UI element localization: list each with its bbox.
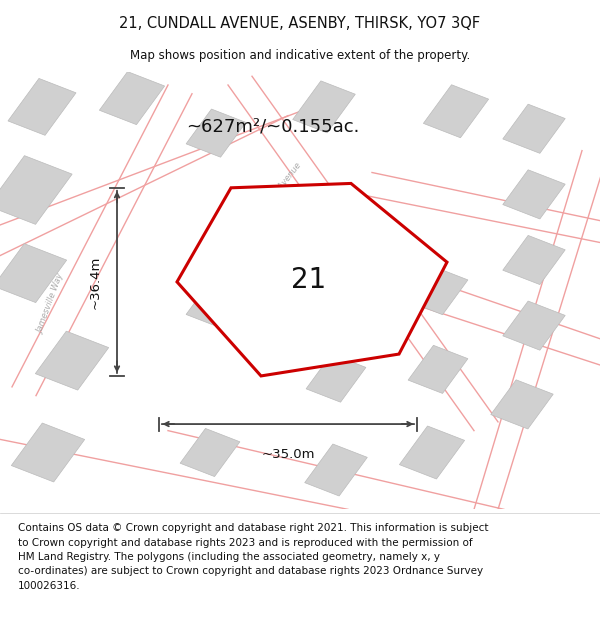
Polygon shape: [186, 109, 246, 157]
Text: Cundall Avenue: Cundall Avenue: [339, 217, 375, 281]
Polygon shape: [491, 380, 553, 429]
Polygon shape: [400, 426, 464, 479]
Text: Contains OS data © Crown copyright and database right 2021. This information is : Contains OS data © Crown copyright and d…: [18, 523, 488, 591]
Polygon shape: [503, 301, 565, 350]
Text: Cundall Avenue: Cundall Avenue: [255, 161, 303, 219]
Polygon shape: [186, 280, 246, 328]
Polygon shape: [35, 331, 109, 390]
Polygon shape: [100, 72, 164, 124]
Text: Map shows position and indicative extent of the property.: Map shows position and indicative extent…: [130, 49, 470, 62]
Polygon shape: [0, 244, 67, 302]
Text: ~35.0m: ~35.0m: [261, 448, 315, 461]
Polygon shape: [424, 85, 488, 138]
Polygon shape: [177, 184, 447, 376]
Polygon shape: [503, 170, 565, 219]
Polygon shape: [305, 444, 367, 496]
Polygon shape: [11, 423, 85, 482]
Polygon shape: [503, 104, 565, 153]
Text: Jamesville Way: Jamesville Way: [36, 272, 66, 335]
Polygon shape: [408, 346, 468, 393]
Text: ~627m²/~0.155ac.: ~627m²/~0.155ac.: [187, 118, 359, 136]
Polygon shape: [306, 354, 366, 402]
Polygon shape: [408, 267, 468, 314]
Polygon shape: [0, 156, 72, 224]
Text: 21, CUNDALL AVENUE, ASENBY, THIRSK, YO7 3QF: 21, CUNDALL AVENUE, ASENBY, THIRSK, YO7 …: [119, 16, 481, 31]
Polygon shape: [293, 81, 355, 133]
Polygon shape: [8, 79, 76, 135]
Polygon shape: [503, 236, 565, 284]
Text: 21: 21: [292, 266, 326, 294]
Polygon shape: [180, 429, 240, 476]
Text: ~36.4m: ~36.4m: [89, 255, 102, 309]
